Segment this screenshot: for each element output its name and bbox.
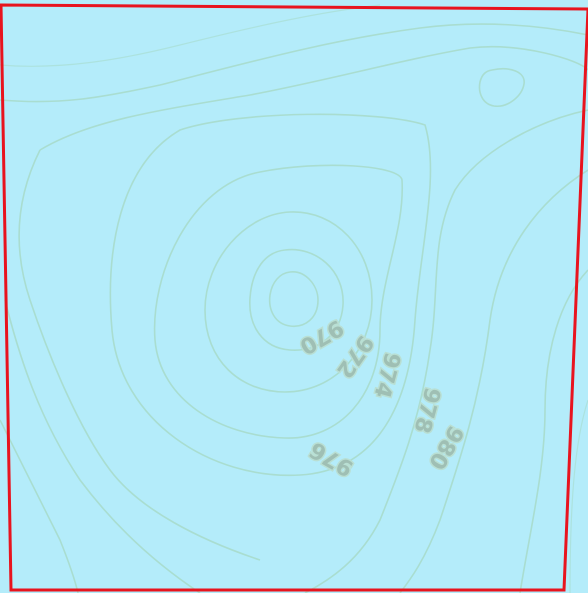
contour-labels: 970 972 974 976 978 980 [294, 313, 470, 483]
contour-line [0, 4, 381, 67]
contour-line [18, 46, 588, 593]
contour-line [109, 113, 432, 477]
contour-line [478, 68, 525, 107]
contour-line [249, 248, 344, 351]
boundary-outline [0, 3, 588, 592]
contour-line [153, 164, 404, 439]
contour-line [4, 299, 201, 593]
contour-line [0, 23, 588, 103]
contour-line [519, 269, 588, 593]
contour-line [268, 271, 319, 327]
contour-line [399, 169, 588, 593]
contour-line [0, 419, 79, 593]
contour-lines [0, 4, 588, 593]
contour-line [569, 399, 588, 593]
contour-label-978: 978 [408, 385, 444, 436]
contour-label-974: 974 [368, 350, 404, 401]
contour-label-970: 970 [295, 314, 347, 359]
contour-line [204, 211, 373, 393]
